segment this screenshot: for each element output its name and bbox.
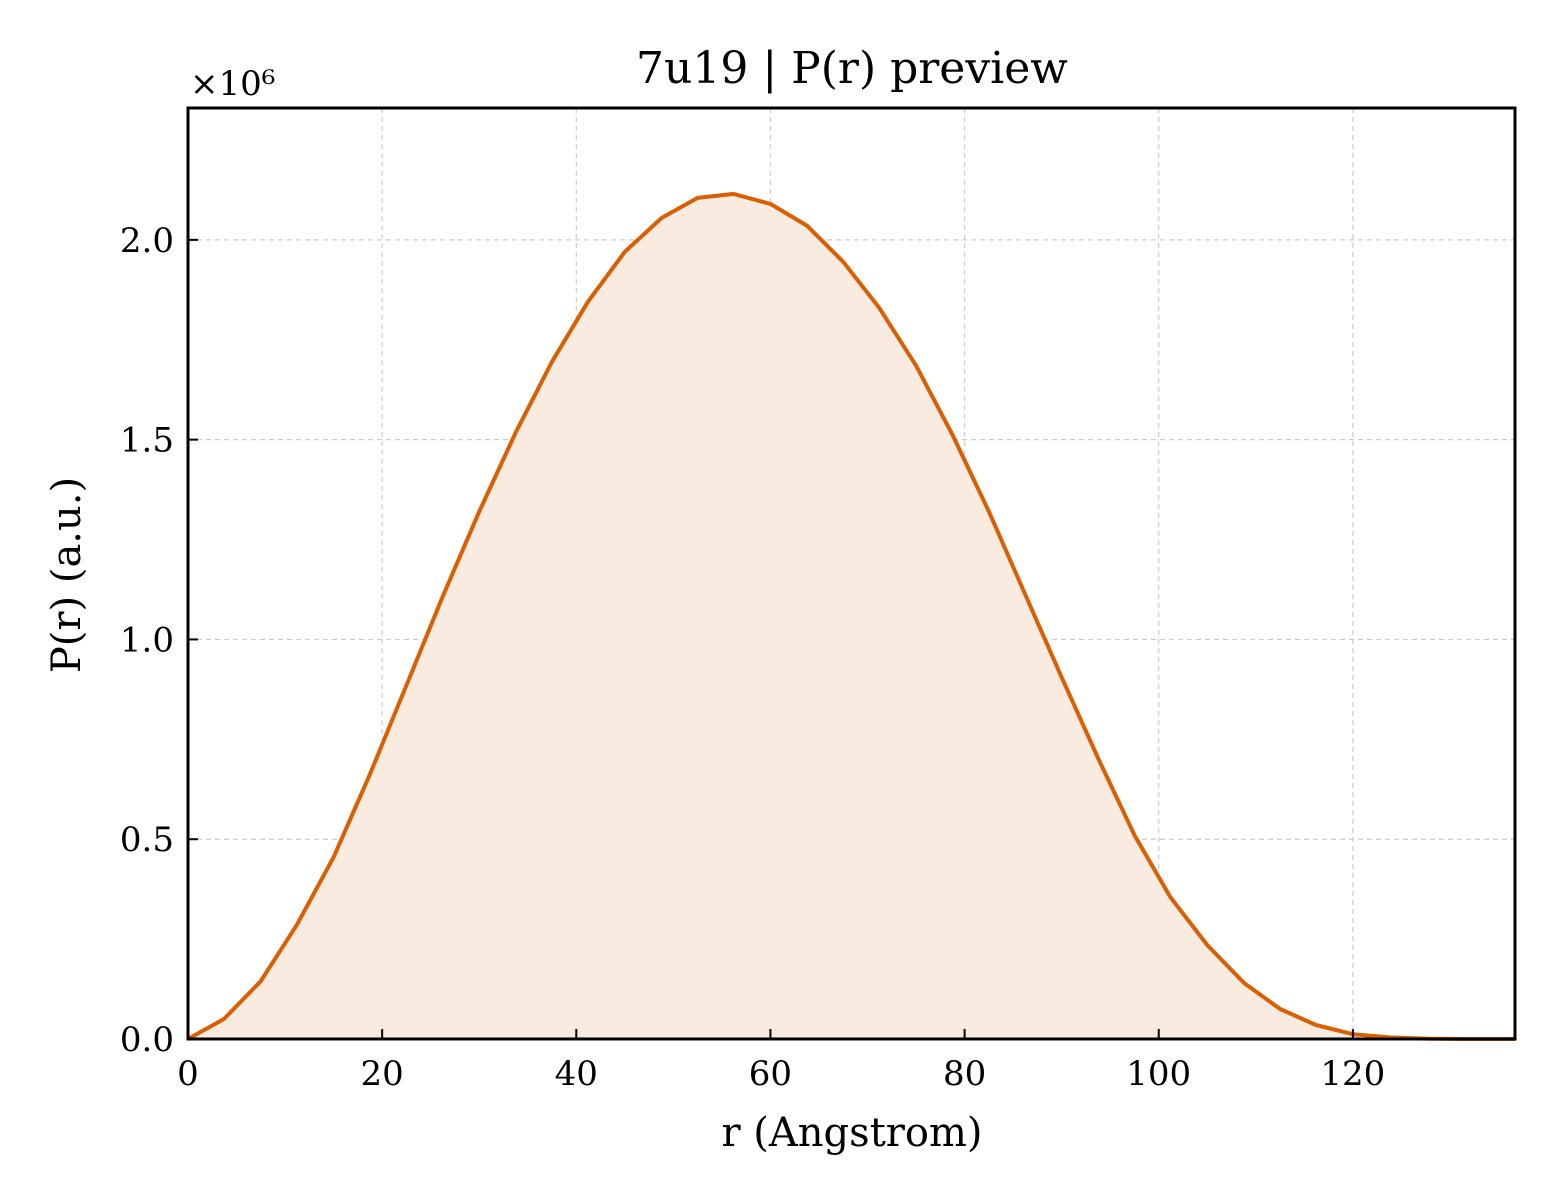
x-tick-label: 60	[749, 1054, 792, 1094]
y-tick-label: 1.0	[120, 620, 174, 660]
x-tick-label: 40	[555, 1054, 598, 1094]
x-tick-label: 0	[177, 1054, 199, 1094]
y-offset-label: ×10⁶	[190, 64, 275, 104]
pr-series-line	[187, 191, 1515, 1041]
x-tick-label: 100	[1126, 1054, 1191, 1094]
x-tick-label: 20	[361, 1054, 404, 1094]
y-axis-label: P(r) (a.u.)	[44, 477, 90, 673]
x-tick-label: 120	[1320, 1054, 1385, 1094]
y-tick-label: 0.0	[120, 1020, 174, 1060]
plot-frame	[186, 106, 1517, 1041]
chart-title: 7u19 | P(r) preview	[636, 43, 1068, 94]
pr-area-fill	[188, 193, 1515, 1039]
y-tick-label: 0.5	[120, 820, 174, 860]
x-tick-label: 80	[943, 1054, 986, 1094]
y-tick-label: 1.5	[120, 421, 174, 461]
y-tick-label: 2.0	[120, 221, 174, 261]
x-axis-label: r (Angstrom)	[721, 1110, 982, 1156]
axis-ticks: 0 20 40 60 80 100 120 0.0 0.5 1.0 1.5 2.0	[120, 221, 1385, 1094]
